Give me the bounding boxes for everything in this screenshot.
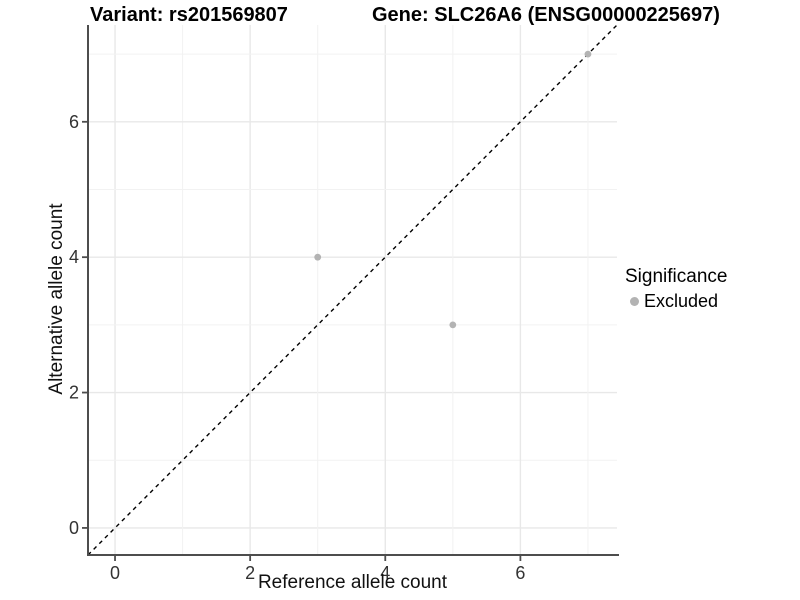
y-tick-label: 2 <box>69 383 79 403</box>
x-tick-label: 2 <box>245 563 255 583</box>
identity-line <box>87 24 618 556</box>
legend: Significance Excluded <box>625 266 727 312</box>
plot-title-variant: Variant: rs201569807 <box>90 4 288 26</box>
data-point <box>314 253 322 261</box>
y-tick-label: 4 <box>69 247 79 267</box>
x-tick-label: 4 <box>380 563 390 583</box>
x-tick-label: 0 <box>110 563 120 583</box>
legend-item-label: Excluded <box>644 291 719 311</box>
x-axis-label: Reference allele count <box>257 572 448 593</box>
y-axis-label: Alternative allele count <box>46 203 67 395</box>
plot-title-gene: Gene: SLC26A6 (ENSG00000225697) <box>372 4 720 26</box>
x-tick-label: 6 <box>515 563 525 583</box>
legend-item-excluded: Excluded <box>625 291 727 312</box>
y-tick-label: 6 <box>69 112 79 132</box>
data-point <box>449 321 457 329</box>
legend-title: Significance <box>625 266 728 287</box>
data-point <box>584 50 592 58</box>
y-tick-label: 0 <box>69 518 79 538</box>
legend-point-swatch <box>630 297 639 306</box>
